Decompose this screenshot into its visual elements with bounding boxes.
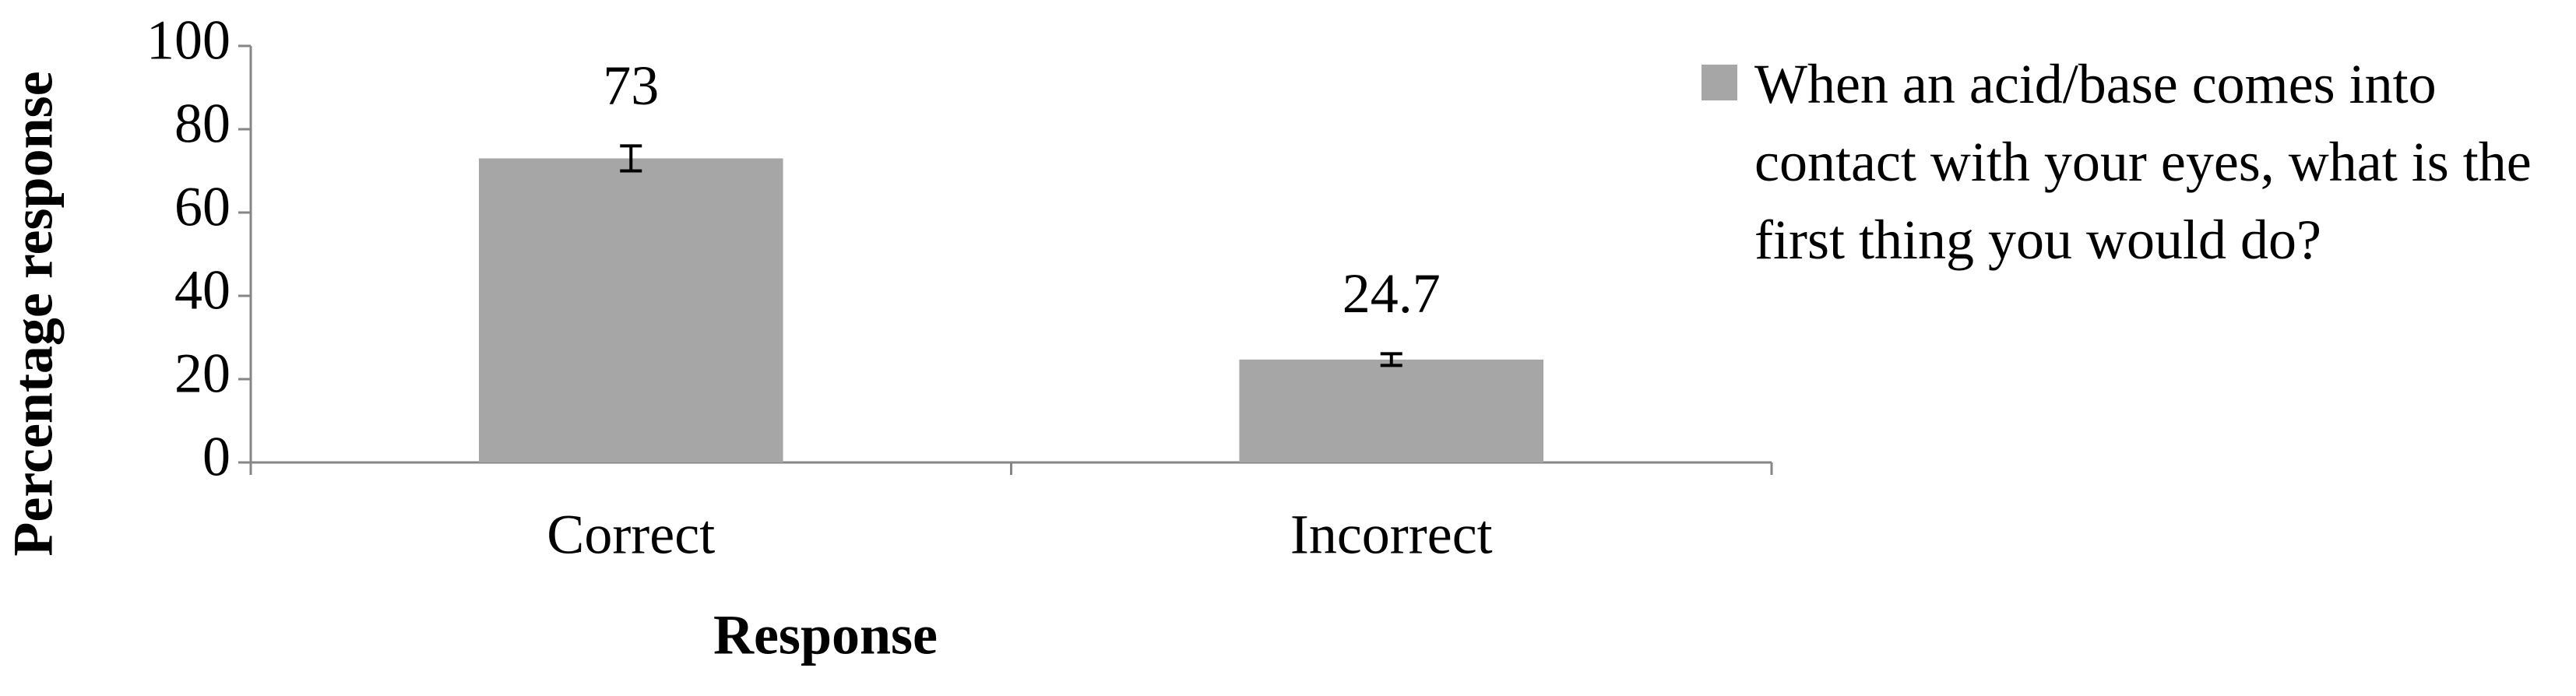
x-tick-label: Incorrect	[1290, 504, 1493, 566]
y-tick-label: 40	[174, 259, 231, 322]
bar	[1239, 359, 1544, 462]
x-tick-label: Correct	[547, 504, 715, 566]
y-tick-label: 20	[174, 343, 231, 405]
error-bar	[620, 144, 642, 173]
legend: When an acid/base comes into contact wit…	[1701, 45, 2576, 279]
y-tick-label: 60	[174, 176, 231, 238]
legend-label: When an acid/base comes into contact wit…	[1754, 53, 2532, 271]
y-tick-label: 80	[174, 93, 231, 155]
bar	[478, 158, 783, 462]
data-label: 73	[603, 54, 659, 117]
y-tick-label: 100	[146, 9, 231, 72]
y-tick-label: 0	[202, 426, 231, 488]
data-label: 24.7	[1343, 262, 1441, 325]
error-bar	[1380, 352, 1402, 367]
legend-swatch	[1701, 65, 1737, 100]
x-axis-label: Response	[713, 604, 938, 666]
y-axis-label: Percentage response	[2, 71, 65, 556]
